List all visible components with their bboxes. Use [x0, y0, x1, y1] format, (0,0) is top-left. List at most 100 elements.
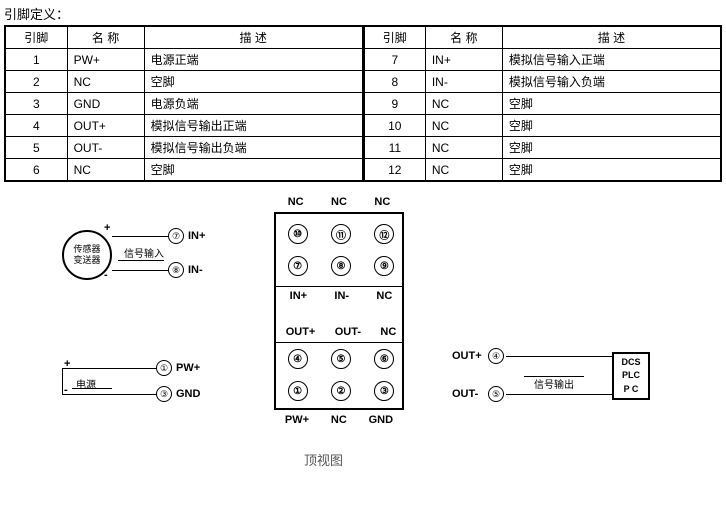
table-header-row: 引脚 名 称 描 述 — [6, 27, 363, 49]
cell-name: NC — [67, 71, 144, 93]
cell-name: GND — [67, 93, 144, 115]
signal-output-label: 信号输出 — [534, 376, 574, 391]
cell-desc: 电源负端 — [144, 93, 362, 115]
cell-desc: 模拟信号输出负端 — [144, 137, 362, 159]
cell-pin: 3 — [6, 93, 68, 115]
cell-desc: 空脚 — [502, 137, 720, 159]
table-row: 3GND电源负端 — [6, 93, 363, 115]
connector-block: ⑩ ⑪ ⑫ ⑦ ⑧ ⑨ IN+ IN- NC OUT+ OUT- NC ④ ⑤ … — [274, 212, 404, 410]
pin-table-right: 引脚 名 称 描 述 7IN+模拟信号输入正端8IN-模拟信号输入负端9NC空脚… — [363, 26, 721, 181]
pin-5: ⑤ — [331, 349, 351, 369]
section-title: 引脚定义： — [4, 4, 722, 23]
cell-name: OUT+ — [67, 115, 144, 137]
cell-desc: 模拟信号输入正端 — [502, 49, 720, 71]
out-minus-label: OUT- — [452, 388, 478, 400]
cell-name: OUT- — [67, 137, 144, 159]
pin-3: ③ — [374, 381, 394, 401]
header-desc: 描 述 — [502, 27, 720, 49]
header-desc: 描 述 — [144, 27, 362, 49]
out-plus-label: OUT+ — [452, 350, 482, 362]
sensor-plus-icon: + — [104, 222, 110, 234]
pin-row-1-2-3: ① ② ③ — [276, 381, 406, 401]
cell-desc: 空脚 — [502, 159, 720, 181]
plc-box: DCS PLC P C — [612, 352, 650, 400]
pin-row-7-8-9: ⑦ ⑧ ⑨ — [276, 256, 406, 276]
gnd-label: GND — [176, 388, 200, 400]
cell-pin: 11 — [364, 137, 426, 159]
cell-pin: 12 — [364, 159, 426, 181]
cell-name: IN+ — [425, 49, 502, 71]
header-pin: 引脚 — [6, 27, 68, 49]
in-plus-label: IN+ — [188, 230, 205, 242]
cell-name: NC — [425, 115, 502, 137]
cell-desc: 电源正端 — [144, 49, 362, 71]
header-pin: 引脚 — [364, 27, 426, 49]
sensor-minus-icon: - — [104, 269, 108, 281]
cell-desc: 空脚 — [144, 71, 362, 93]
in-minus-label: IN- — [188, 264, 203, 276]
cell-name: NC — [425, 137, 502, 159]
header-name: 名 称 — [425, 27, 502, 49]
cell-desc: 模拟信号输出正端 — [144, 115, 362, 137]
table-row: 1PW+电源正端 — [6, 49, 363, 71]
pin-1: ① — [288, 381, 308, 401]
cell-name: NC — [425, 93, 502, 115]
pin-row-10-11-12: ⑩ ⑪ ⑫ — [276, 224, 406, 244]
table-row: 11NC空脚 — [364, 137, 721, 159]
pin-4: ④ — [288, 349, 308, 369]
pin-10: ⑩ — [288, 224, 308, 244]
pin-1-small: ① — [156, 360, 172, 376]
table-row: 12NC空脚 — [364, 159, 721, 181]
connector-labels-nc-top: NC NC NC — [274, 196, 404, 208]
connector-labels-bottom: PW+ NC GND — [274, 414, 404, 426]
connector-labels-in: IN+ IN- NC — [276, 290, 406, 302]
pin-9: ⑨ — [374, 256, 394, 276]
cell-pin: 1 — [6, 49, 68, 71]
header-name: 名 称 — [67, 27, 144, 49]
table-row: 6NC空脚 — [6, 159, 363, 181]
pin-8-small: ⑧ — [168, 262, 184, 278]
pin-11: ⑪ — [331, 224, 351, 244]
cell-pin: 8 — [364, 71, 426, 93]
pin-row-4-5-6: ④ ⑤ ⑥ — [276, 349, 406, 369]
cell-name: NC — [67, 159, 144, 181]
cell-pin: 4 — [6, 115, 68, 137]
table-row: 7IN+模拟信号输入正端 — [364, 49, 721, 71]
cell-pin: 5 — [6, 137, 68, 159]
table-row: 4OUT+模拟信号输出正端 — [6, 115, 363, 137]
connector-labels-out: OUT+ OUT- NC — [276, 326, 406, 338]
pin-3-small: ③ — [156, 386, 172, 402]
diagram-caption: 顶视图 — [304, 450, 343, 469]
pin-table-left: 引脚 名 称 描 述 1PW+电源正端2NC空脚3GND电源负端4OUT+模拟信… — [5, 26, 363, 181]
pin-8: ⑧ — [331, 256, 351, 276]
pin-definition-tables: 引脚 名 称 描 述 1PW+电源正端2NC空脚3GND电源负端4OUT+模拟信… — [4, 25, 722, 182]
cell-pin: 7 — [364, 49, 426, 71]
cell-desc: 空脚 — [502, 93, 720, 115]
pin-5-small: ⑤ — [488, 386, 504, 402]
cell-name: IN- — [425, 71, 502, 93]
cell-name: PW+ — [67, 49, 144, 71]
pin-4-small: ④ — [488, 348, 504, 364]
cell-pin: 9 — [364, 93, 426, 115]
pin-6: ⑥ — [374, 349, 394, 369]
cell-desc: 模拟信号输入负端 — [502, 71, 720, 93]
cell-pin: 6 — [6, 159, 68, 181]
pw-plus-label: PW+ — [176, 362, 200, 374]
pin-7: ⑦ — [288, 256, 308, 276]
table-header-row: 引脚 名 称 描 述 — [364, 27, 721, 49]
table-row: 10NC空脚 — [364, 115, 721, 137]
cell-pin: 2 — [6, 71, 68, 93]
cell-name: NC — [425, 159, 502, 181]
cell-desc: 空脚 — [144, 159, 362, 181]
wiring-diagram: NC NC NC ⑩ ⑪ ⑫ ⑦ ⑧ ⑨ IN+ IN- NC OUT+ OUT… — [4, 192, 704, 492]
pin-12: ⑫ — [374, 224, 394, 244]
signal-input-label: 信号输入 — [124, 245, 164, 260]
cell-pin: 10 — [364, 115, 426, 137]
cell-desc: 空脚 — [502, 115, 720, 137]
table-row: 2NC空脚 — [6, 71, 363, 93]
table-row: 8IN-模拟信号输入负端 — [364, 71, 721, 93]
pin-7-small: ⑦ — [168, 228, 184, 244]
table-row: 9NC空脚 — [364, 93, 721, 115]
table-row: 5OUT-模拟信号输出负端 — [6, 137, 363, 159]
pin-2: ② — [331, 381, 351, 401]
